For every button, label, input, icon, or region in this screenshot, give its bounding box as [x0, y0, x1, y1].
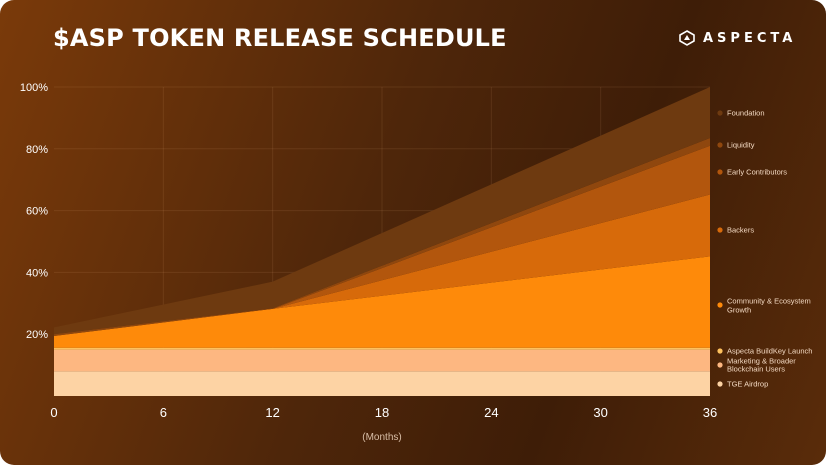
legend-marker: [717, 227, 723, 233]
legend-label: Early Contributors: [727, 168, 787, 177]
brand-name: ASPECTA: [703, 30, 797, 46]
legend-marker: [717, 142, 723, 148]
y-tick-label: 20%: [26, 329, 48, 341]
legend-marker: [717, 302, 723, 308]
x-tick-label: 18: [375, 405, 389, 420]
x-tick-label: 0: [50, 405, 57, 420]
area-series-4: [54, 194, 710, 337]
legend-label: Backers: [727, 226, 754, 235]
x-tick-label: 6: [160, 405, 167, 420]
x-tick-label: 12: [265, 405, 279, 420]
legend-label: Foundation: [727, 109, 765, 118]
area-series-2: [54, 347, 710, 350]
legend-marker: [717, 169, 723, 175]
y-tick-label: 60%: [26, 206, 48, 218]
x-tick-label: 30: [593, 405, 607, 420]
legend-marker: [717, 348, 723, 354]
x-tick-label: 36: [703, 405, 717, 420]
area-series-3: [54, 256, 710, 348]
legend-label: Liquidity: [727, 141, 755, 150]
x-tick-label: 24: [484, 405, 498, 420]
page-title: $ASP TOKEN RELEASE SCHEDULE: [53, 24, 507, 52]
legend-marker: [717, 362, 723, 368]
area-series-0: [54, 371, 710, 396]
y-tick-label: 40%: [26, 267, 48, 279]
x-axis-label: (Months): [362, 432, 401, 443]
y-tick-label: 80%: [26, 144, 48, 156]
legend-label: Aspecta BuildKey Launch: [727, 347, 812, 356]
brand: ASPECTA: [679, 30, 796, 46]
area-series-1: [54, 349, 710, 372]
legend-marker: [717, 381, 723, 387]
legend-label: Community & Ecosystem Growth: [727, 297, 811, 315]
legend-label: Marketing & Broader Blockchain Users: [727, 357, 796, 374]
y-tick-label: 100%: [20, 82, 48, 94]
legend-marker: [717, 110, 723, 116]
aspecta-logo-icon: [679, 30, 695, 46]
legend-label: TGE Airdrop: [727, 380, 768, 389]
